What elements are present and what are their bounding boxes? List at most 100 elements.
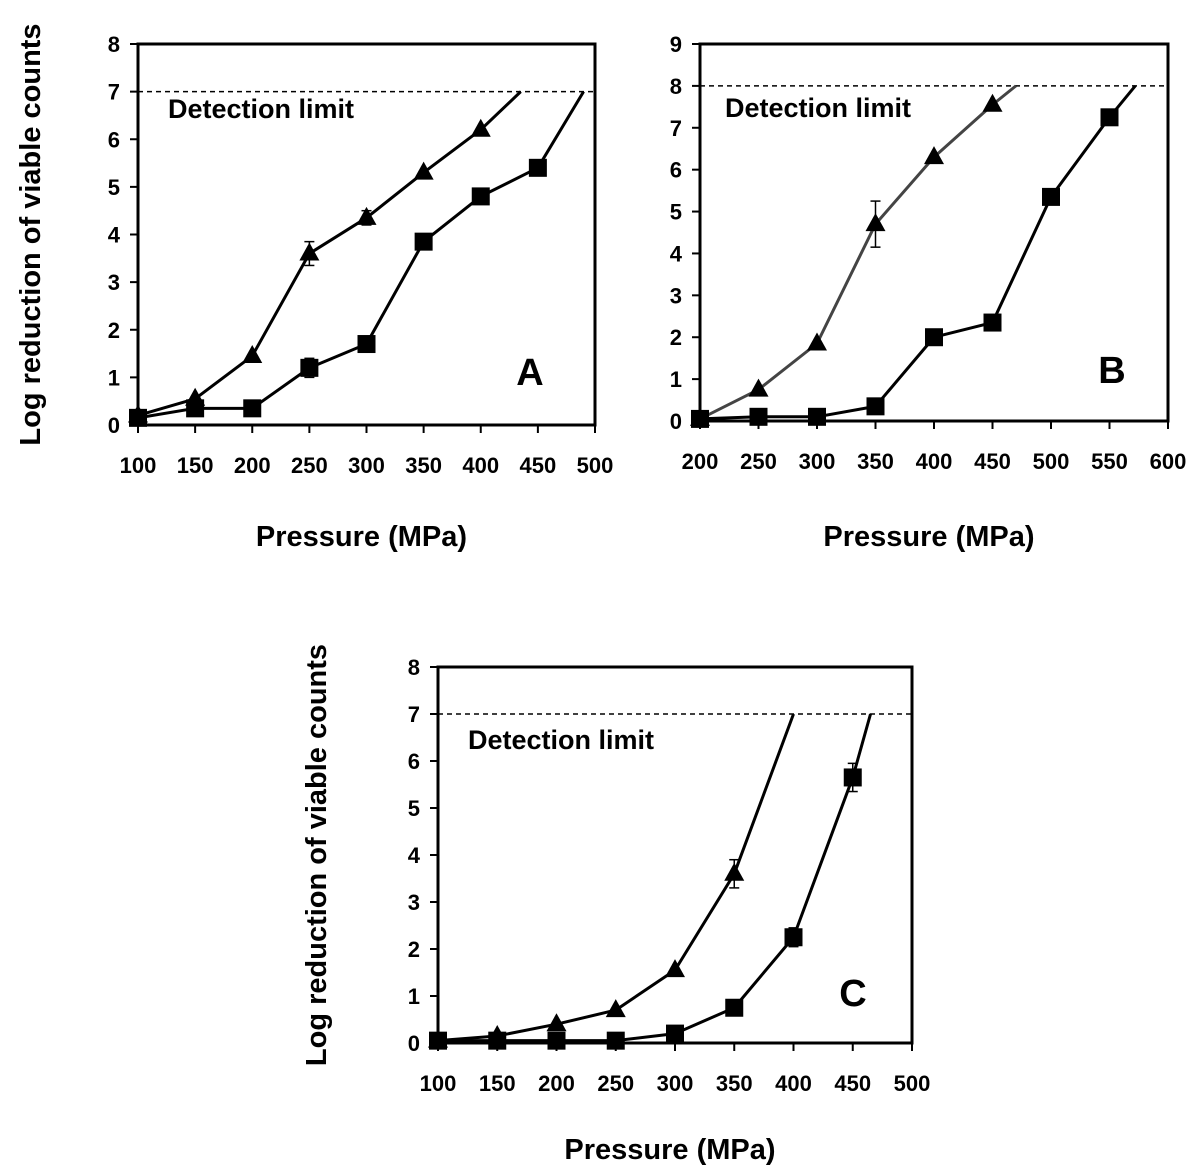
y-tick-label: 1 — [670, 367, 682, 392]
y-tick-label: 9 — [670, 32, 682, 57]
data-point-square — [243, 399, 262, 418]
y-tick-label: 6 — [408, 749, 420, 774]
x-tick-label: 100 — [420, 1071, 457, 1096]
data-point-triangle — [807, 332, 827, 351]
series-square — [691, 84, 1137, 428]
data-point-square — [488, 1031, 507, 1050]
x-tick-label: 350 — [405, 453, 442, 478]
y-tick-label: 3 — [108, 270, 120, 295]
x-tick-label: 350 — [857, 449, 894, 474]
y-tick-label: 0 — [670, 409, 682, 434]
x-tick-label: 400 — [775, 1071, 812, 1096]
data-point-square — [691, 409, 709, 428]
detection-limit-label: Detection limit — [468, 725, 654, 755]
series-triangle — [690, 84, 1017, 426]
data-point-square — [606, 1031, 625, 1050]
y-tick-label: 1 — [108, 365, 120, 390]
y-tick-label: 8 — [408, 655, 420, 680]
x-tick-label: 300 — [799, 449, 836, 474]
x-tick-label: 550 — [1091, 449, 1128, 474]
data-point-square — [186, 399, 205, 418]
data-point-square — [528, 158, 547, 177]
series-line — [137, 90, 522, 417]
panel-letter: C — [839, 973, 866, 1015]
data-point-square — [749, 407, 768, 426]
data-point-triangle — [924, 146, 944, 165]
y-tick-label: 5 — [408, 796, 420, 821]
data-point-square — [784, 928, 803, 947]
y-tick-label: 7 — [408, 702, 420, 727]
data-point-square — [547, 1031, 566, 1050]
y-tick-label: 2 — [670, 325, 682, 350]
series-triangle — [128, 90, 522, 423]
data-point-square — [429, 1031, 447, 1050]
series-line — [699, 84, 1017, 421]
x-tick-label: 200 — [682, 449, 719, 474]
data-point-triangle — [470, 118, 491, 137]
chart-panel-c: 0 1 2 3 4 5 6 7 8 100 150 200 250 300 350 400 450 500 Pres… — [301, 644, 930, 1165]
y-tick-label: 6 — [108, 127, 120, 152]
y-axis-title: Log reduction of viable counts — [15, 23, 47, 445]
data-point-triangle — [299, 242, 320, 261]
data-point-square — [925, 328, 943, 347]
y-tick-label: 2 — [108, 318, 120, 343]
y-tick-label: 2 — [408, 937, 420, 962]
data-point-square — [300, 358, 319, 377]
series-square — [129, 90, 585, 427]
series-triangle — [428, 713, 795, 1048]
x-axis-title: Pressure (MPa) — [564, 1134, 775, 1165]
data-point-square — [983, 313, 1002, 332]
data-point-square — [843, 768, 862, 787]
y-tick-label: 4 — [108, 223, 121, 248]
x-tick-label: 400 — [916, 449, 953, 474]
x-tick-label: 200 — [538, 1071, 575, 1096]
data-point-triangle — [748, 378, 769, 397]
x-tick-label: 250 — [597, 1071, 634, 1096]
y-tick-label: 0 — [408, 1031, 420, 1056]
y-tick-label: 4 — [408, 843, 421, 868]
data-point-square — [1100, 108, 1119, 127]
data-point-triangle — [665, 959, 685, 978]
y-tick-label: 7 — [670, 116, 682, 141]
x-tick-label: 500 — [894, 1071, 931, 1096]
x-tick-label: 450 — [974, 449, 1011, 474]
x-tick-label: 450 — [834, 1071, 871, 1096]
series-square — [429, 713, 872, 1050]
y-tick-label: 3 — [670, 283, 682, 308]
data-point-square — [129, 408, 147, 427]
y-tick-label: 8 — [108, 32, 120, 57]
data-point-triangle — [546, 1013, 567, 1032]
x-tick-label: 150 — [479, 1071, 516, 1096]
data-point-square — [808, 407, 826, 426]
data-point-triangle — [865, 213, 886, 232]
data-point-triangle — [356, 206, 377, 225]
x-tick-label: 450 — [520, 453, 557, 478]
y-tick-label: 5 — [108, 175, 120, 200]
data-point-square — [1042, 187, 1060, 206]
x-tick-label: 400 — [462, 453, 499, 478]
data-point-square — [414, 232, 433, 251]
x-tick-label: 250 — [740, 449, 777, 474]
series-line — [438, 713, 872, 1043]
data-point-triangle — [242, 344, 263, 363]
data-point-square — [666, 1024, 684, 1043]
chart-panel-a: 0 1 2 3 4 5 6 7 8 100 150 200 250 300 350 400 450 500 Pres… — [15, 23, 613, 553]
panel-letter: B — [1098, 350, 1125, 392]
x-tick-label: 300 — [348, 453, 385, 478]
x-axis-title: Pressure (MPa) — [256, 521, 467, 553]
y-tick-label: 3 — [408, 890, 420, 915]
data-point-square — [866, 397, 885, 416]
data-point-square — [357, 335, 376, 354]
x-axis-title: Pressure (MPa) — [823, 521, 1034, 553]
data-point-triangle — [413, 161, 434, 180]
chart-panel-b: 0 1 2 3 4 5 6 7 8 9 200 250 300 350 400 450 500 550 600 Pre… — [670, 32, 1187, 553]
x-tick-label: 500 — [577, 453, 614, 478]
data-point-square — [471, 187, 490, 206]
y-axis-title: Log reduction of viable counts — [301, 644, 333, 1066]
y-tick-label: 8 — [670, 74, 682, 99]
detection-limit-label: Detection limit — [168, 94, 354, 124]
y-tick-label: 4 — [670, 241, 683, 266]
x-tick-label: 500 — [1033, 449, 1070, 474]
x-tick-label: 200 — [234, 453, 271, 478]
